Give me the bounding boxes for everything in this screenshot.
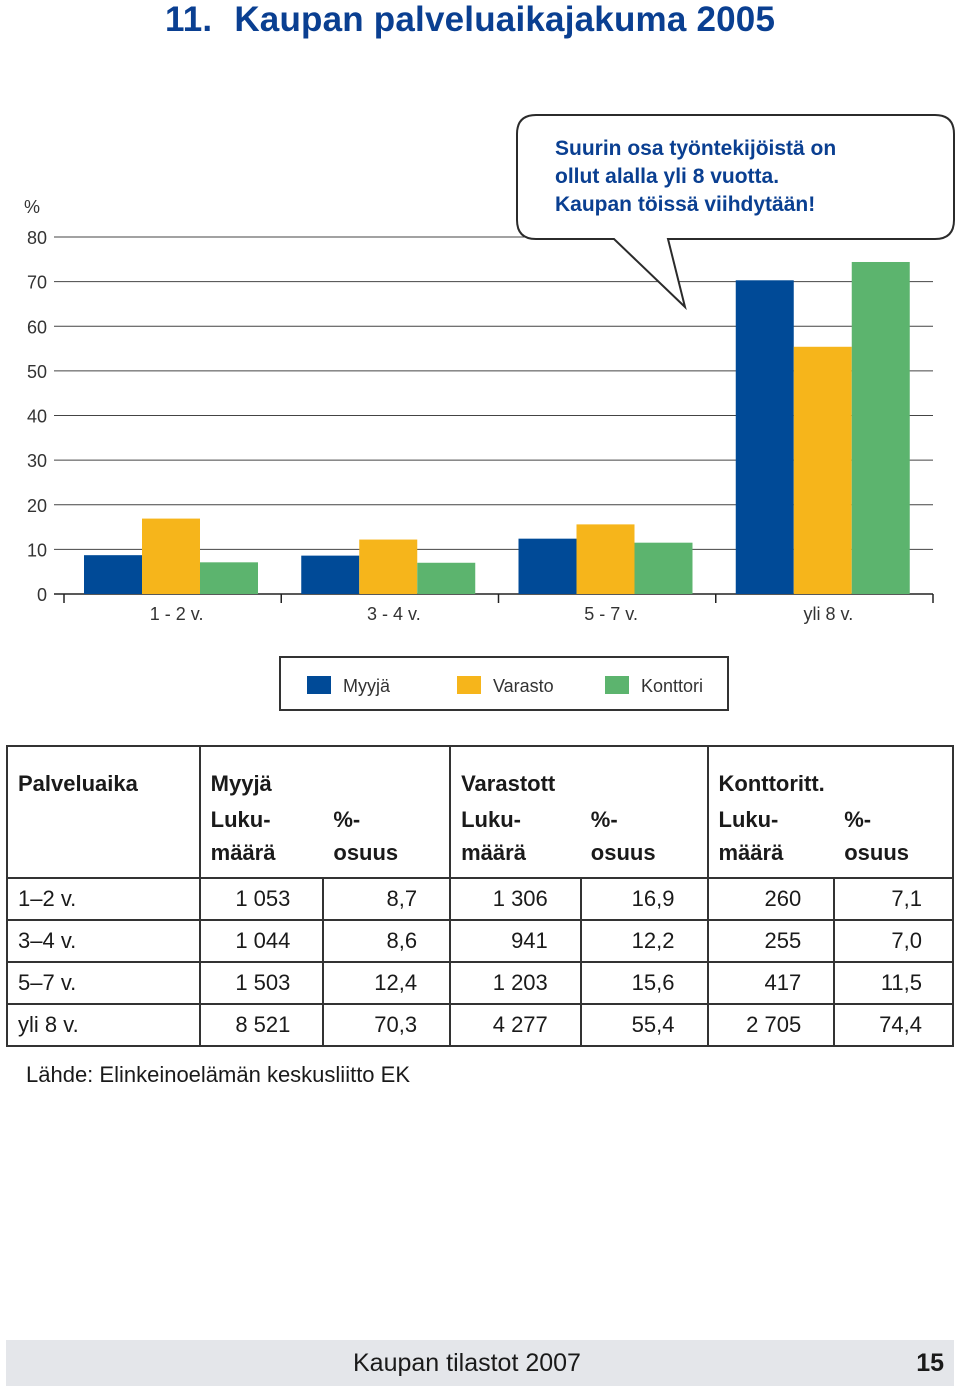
page-footer: Kaupan tilastot 2007 15 bbox=[6, 1340, 954, 1386]
sub-pct: %- osuus bbox=[580, 799, 709, 878]
bar bbox=[634, 542, 693, 594]
y-tick-label: 70 bbox=[27, 273, 47, 293]
x-tick-label: yli 8 v. bbox=[804, 604, 854, 624]
sub-pct: %- osuus bbox=[844, 807, 909, 865]
legend-swatch bbox=[457, 676, 481, 694]
sub-count: Luku-määrä bbox=[718, 807, 784, 865]
y-tick-label: 50 bbox=[27, 362, 47, 382]
legend-item-konttori: Konttori bbox=[605, 676, 703, 697]
header-service: Palveluaika bbox=[7, 746, 201, 799]
y-axis-label: % bbox=[24, 197, 40, 217]
y-tick-label: 80 bbox=[27, 228, 47, 248]
header-group-varasto: Varastott bbox=[450, 746, 709, 799]
bar bbox=[301, 555, 360, 594]
table-header-row: Palveluaika Myyjä Varastott Konttoritt. bbox=[7, 746, 953, 799]
x-tick-label: 3 - 4 v. bbox=[367, 604, 421, 624]
data-table: Palveluaika Myyjä Varastott Konttoritt. … bbox=[6, 745, 954, 1047]
y-tick-label: 40 bbox=[27, 407, 47, 427]
legend-swatch bbox=[307, 676, 331, 694]
callout: Suurin osa työntekijöistä on ollut alalla… bbox=[516, 114, 955, 311]
y-tick-label: 60 bbox=[27, 317, 47, 337]
legend: Myyjä Varasto Konttori bbox=[279, 656, 729, 711]
bar-chart: 0 10 20 30 40 50 60 70 80% 1 - 2 v. 3 - 4 v. 5 - 7… bbox=[24, 114, 955, 624]
bars bbox=[84, 261, 910, 594]
bar bbox=[735, 280, 794, 594]
bar bbox=[359, 539, 418, 594]
sub-count: Luku-määrä bbox=[461, 807, 526, 865]
header-group-konttori: Konttoritt. bbox=[718, 771, 825, 796]
x-tick-label: 1 - 2 v. bbox=[150, 604, 204, 624]
chapter-number: 11. bbox=[165, 0, 213, 39]
source-note: Lähde: Elinkeinoelämän keskusliitto EK bbox=[26, 1062, 411, 1087]
publication-name: Kaupan tilastot 2007 bbox=[353, 1349, 581, 1377]
y-axis: 0 10 20 30 40 50 60 70 80% bbox=[24, 197, 47, 605]
chapter-title: Kaupan palveluaikajakuma 2005 bbox=[234, 0, 776, 39]
legend-item-myyja: Myyjä bbox=[307, 676, 390, 697]
table-row: 3–4 v. 1 044 8,6 941 12,2 255 7,0 bbox=[7, 920, 953, 962]
header-group-myyja: Myyjä bbox=[199, 746, 452, 799]
callout-bubble bbox=[516, 114, 955, 311]
y-tick-label: 0 bbox=[37, 585, 47, 605]
table-row: 5–7 v. 1 503 12,4 1 203 15,6 417 11,5 bbox=[7, 962, 953, 1004]
callout-line: Kaupan töissä viihdytään! bbox=[555, 193, 815, 216]
sub-pct: %- osuus bbox=[323, 799, 452, 878]
callout-line: Suurin osa työntekijöistä on bbox=[555, 137, 836, 160]
bar bbox=[576, 524, 635, 594]
page-number: 15 bbox=[916, 1349, 944, 1377]
table-row: yli 8 v. 8 521 70,3 4 277 55,4 2 705 74,… bbox=[7, 1004, 953, 1046]
bar bbox=[417, 562, 476, 594]
page-title: 11. Kaupan palveluaikajakuma 2005 bbox=[165, 0, 775, 40]
bar bbox=[84, 555, 142, 594]
bar bbox=[518, 538, 577, 594]
callout-line: ollut alalla yli 8 vuotta. bbox=[555, 165, 779, 188]
bar bbox=[200, 562, 258, 594]
x-tick-label: 5 - 7 v. bbox=[584, 604, 638, 624]
x-axis: 1 - 2 v. 3 - 4 v. 5 - 7 v. yli 8 v. bbox=[63, 594, 934, 624]
sub-count: Luku-määrä bbox=[210, 807, 276, 865]
y-tick-label: 10 bbox=[27, 540, 47, 560]
bar bbox=[793, 346, 852, 594]
y-tick-label: 20 bbox=[27, 496, 47, 516]
table-subheader-row: Luku-määrä %- osuus Luku-määrä %- osuus Lu… bbox=[7, 799, 953, 878]
bar bbox=[142, 518, 200, 594]
y-tick-label: 30 bbox=[27, 451, 47, 471]
legend-swatch bbox=[605, 676, 629, 694]
bar bbox=[851, 261, 910, 594]
table-row: 1–2 v. 1 053 8,7 1 306 16,9 260 7,1 bbox=[7, 878, 953, 920]
legend-item-varasto: Varasto bbox=[457, 676, 554, 697]
